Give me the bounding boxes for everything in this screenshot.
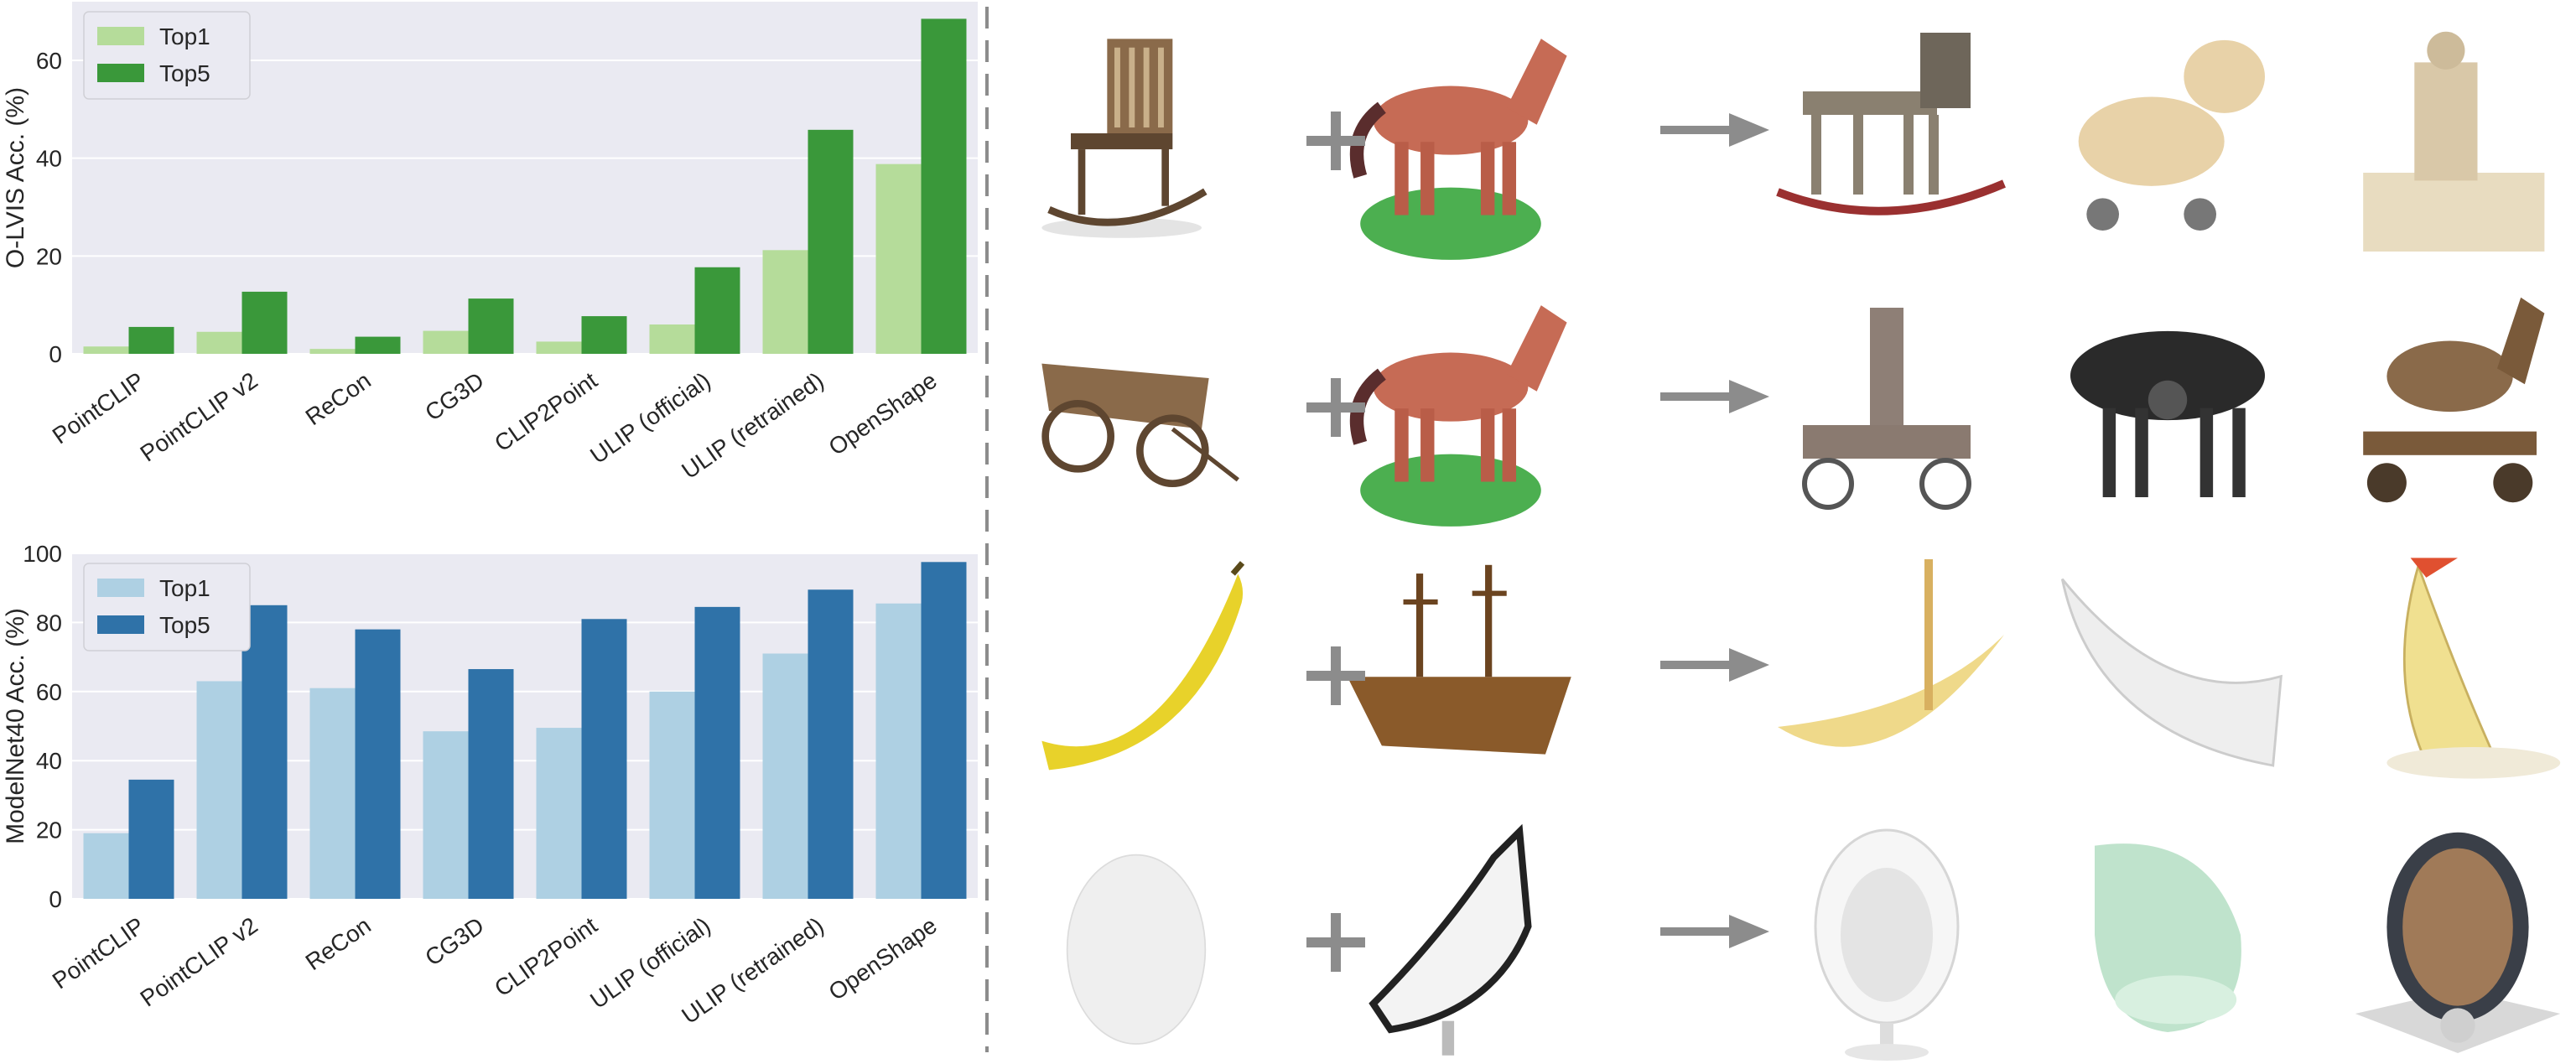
figure-seated-on-chair-model: [2363, 31, 2545, 252]
x-tick-label: CG3D: [420, 912, 489, 971]
legend-label-top1: Top1: [159, 23, 210, 49]
cartoon-toy-horse-cart-model: [2078, 39, 2265, 231]
legend: Top1 Top5: [83, 11, 251, 100]
y-tick-label: 40: [36, 146, 62, 172]
bar-top5-ulip-retrained-: [808, 129, 854, 355]
shell-egg-chair-model: [2355, 832, 2561, 1053]
x-tick-label: OpenShape: [824, 912, 942, 1005]
plus-icon: [1306, 112, 1365, 170]
bar-top5-ulip-retrained-: [808, 589, 854, 899]
plus-icon: [1306, 913, 1365, 972]
bar-top5-openshape: [921, 562, 967, 899]
plus-icon: [1306, 646, 1365, 705]
wooden-rocking-horse-model: [1776, 33, 2006, 215]
bar-top1-pointclip-v2: [196, 681, 242, 899]
legend-swatch-top1: [97, 27, 144, 45]
dashed-divider: [985, 7, 989, 1052]
y-tick-label: 80: [36, 610, 62, 636]
y-tick-label: 60: [36, 679, 62, 705]
chart-2: 0 20 40 60 80 100 ModelNet40 Acc. (%) PointCLIP…: [2, 541, 978, 1029]
chart-1: 0 20 40 60 O-LVIS Acc. (%) PointCLIPPointCLIP…: [2, 2, 978, 484]
legend-swatch-top5: [97, 64, 144, 82]
y-axis-label: ModelNet40 Acc. (%): [2, 608, 29, 844]
wooden-horse-on-wheels-model: [2363, 297, 2545, 503]
legend-label-top1: Top1: [159, 575, 210, 601]
banana-boat-with-mast-model: [1778, 559, 2004, 747]
y-tick-label: 20: [36, 243, 62, 269]
y-tick-label: 20: [36, 817, 62, 843]
legend: Top1 Top5: [83, 563, 251, 651]
bar-top5-openshape: [921, 18, 967, 355]
bar-top1-pointclip: [83, 346, 129, 354]
bar-top1-pointclip-v2: [196, 331, 242, 354]
bar-top5-pointclip: [128, 326, 174, 354]
legend-label-top5: Top5: [159, 60, 210, 86]
x-tick-label: OpenShape: [824, 367, 942, 460]
mint-egg-chair-model: [2095, 843, 2241, 1032]
x-tick-label: PointCLIP: [48, 912, 149, 994]
bar-top5-cg3d: [468, 669, 514, 899]
bar-top5-recon: [355, 629, 401, 899]
bar-top1-recon: [309, 688, 356, 899]
y-tick-label: 0: [49, 341, 62, 367]
bar-top1-ulip-official-: [649, 324, 695, 354]
y-tick-label: 60: [36, 48, 62, 74]
bar-top5-pointclip-v2: [242, 291, 288, 354]
x-tick-label: PointCLIP: [48, 367, 149, 449]
bar-top1-openshape: [875, 603, 922, 899]
bar-top1-pointclip: [83, 833, 129, 899]
bar-top5-pointclip: [128, 779, 174, 899]
arrow-right-icon: [1660, 380, 1769, 413]
legend-swatch-top5: [97, 615, 144, 634]
bar-top1-ulip-official-: [649, 691, 695, 899]
brown-horse-on-green-base-model: [1349, 39, 1567, 260]
bar-top5-cg3d: [468, 298, 514, 354]
bar-top5-clip2point: [581, 316, 627, 354]
x-tick-label: ReCon: [301, 912, 376, 975]
arrow-right-icon: [1660, 113, 1769, 147]
wooden-rocking-chair-model: [1041, 39, 1208, 238]
bar-top5-ulip-official-: [694, 267, 740, 354]
arrow-right-icon: [1660, 648, 1769, 682]
x-tick-label: ReCon: [301, 367, 376, 430]
bar-top1-cg3d: [423, 731, 469, 899]
y-tick-label: 100: [23, 541, 62, 567]
plus-icon: [1306, 378, 1365, 437]
bar-top1-ulip-retrained-: [762, 653, 808, 899]
figure-riding-donkey-cart-model: [1802, 308, 1971, 510]
x-tick-label: PointCLIP v2: [136, 367, 262, 467]
y-tick-label: 0: [49, 886, 62, 912]
white-egg-chair-model: [1814, 828, 1960, 1061]
bar-top5-recon: [355, 336, 401, 354]
bar-top5-ulip-official-: [694, 606, 740, 899]
bar-top1-clip2point: [536, 728, 582, 899]
wooden-wagon-model: [1041, 363, 1239, 488]
arrow-right-icon: [1660, 915, 1769, 948]
banana-sail-boat-model: [2386, 558, 2561, 779]
white-egg-model: [1066, 854, 1207, 1045]
bar-top1-clip2point: [536, 341, 582, 354]
x-tick-label: CG3D: [420, 367, 489, 426]
x-tick-label: PointCLIP v2: [136, 912, 262, 1012]
bar-top1-ulip-retrained-: [762, 250, 808, 354]
bar-top1-cg3d: [423, 330, 469, 354]
wooden-ship-model: [1347, 564, 1571, 755]
y-tick-label: 40: [36, 748, 62, 774]
x-tick-label: CLIP2Point: [490, 367, 602, 457]
bar-top1-openshape: [875, 163, 922, 354]
bar-top1-recon: [309, 349, 356, 354]
white-crescent-boat-model: [2060, 578, 2283, 767]
legend-label-top5: Top5: [159, 612, 210, 638]
x-tick-label: CLIP2Point: [490, 912, 602, 1002]
racing-lounge-chair-model: [1368, 823, 1532, 1056]
yellow-banana-model: [1041, 561, 1245, 771]
bar-top5-pointclip-v2: [242, 605, 288, 899]
bar-top5-clip2point: [581, 619, 627, 899]
mechanical-black-horse-model: [2070, 330, 2265, 497]
legend-swatch-top1: [97, 579, 144, 597]
brown-horse-on-green-base-model: [1349, 305, 1567, 527]
y-axis-label: O-LVIS Acc. (%): [2, 87, 29, 268]
